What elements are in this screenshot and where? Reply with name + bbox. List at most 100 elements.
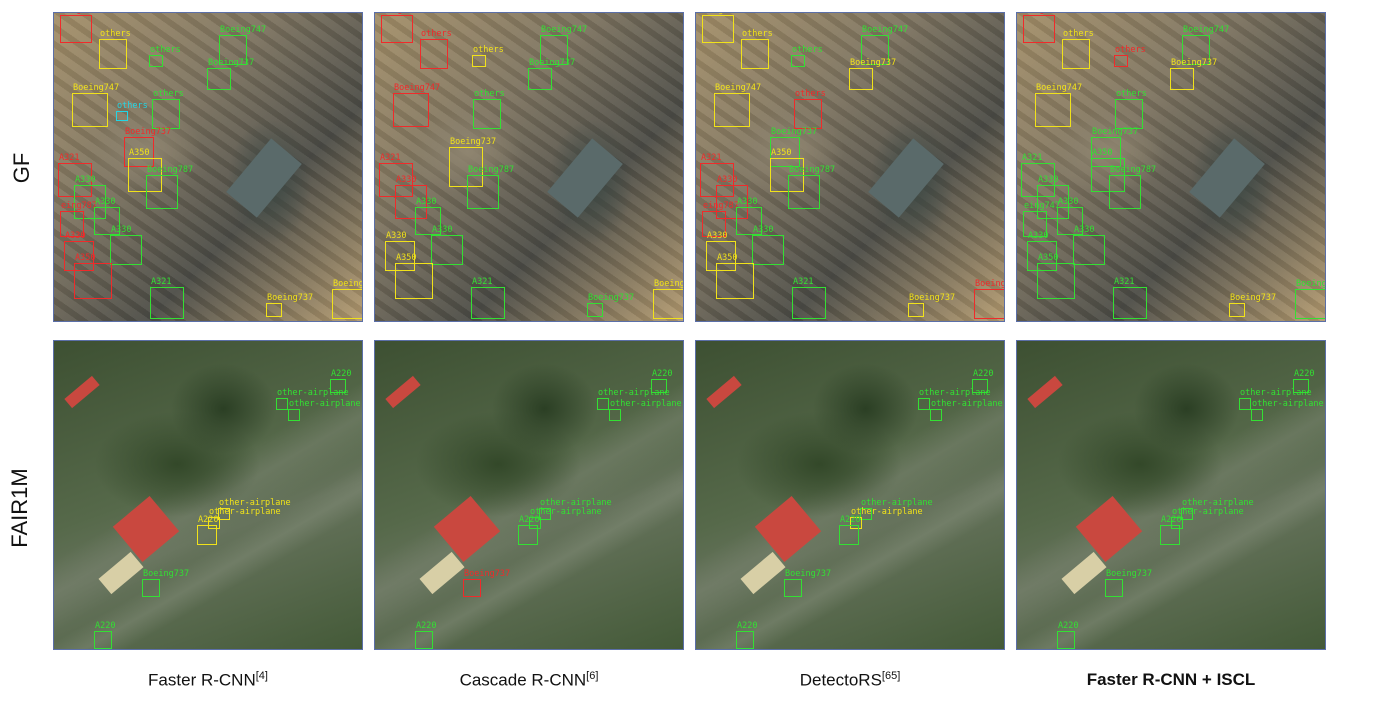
detection-box: A220 [736, 621, 757, 649]
gf-faster-rcnn-image: eing787 others others Boeing747 Boeing73… [53, 12, 363, 322]
fair1m-cascade-rcnn-image: A220 other-airplane other-airplane other… [374, 340, 684, 650]
detection-box: Boeing747 [219, 25, 266, 65]
detection-box: others [794, 89, 826, 129]
terminal-building [868, 138, 944, 218]
detection-box: Boeing737 [587, 293, 634, 317]
detection-box: eing787 [381, 13, 418, 43]
detection-box: others [152, 89, 184, 129]
detection-box: Boeing737 [124, 127, 171, 167]
detection-box: A321 [1021, 153, 1055, 197]
detection-box: A220 [518, 515, 539, 545]
detection-box: other-airplane [597, 388, 670, 410]
detection-box: A321 [792, 277, 826, 319]
detection-box: A321 [58, 153, 92, 197]
gf-iscl-image: eing787 others others Boeing747 Boeing73… [1016, 12, 1326, 322]
detection-box: Boeing737 [1105, 569, 1152, 597]
detection-box: eing787 [60, 201, 97, 237]
red-roof-building [1027, 375, 1063, 409]
detection-box: A330 [1057, 197, 1083, 235]
detection-box: other-airplane [1181, 498, 1254, 520]
detection-box: A220 [415, 621, 436, 649]
detection-box: other-airplane [539, 498, 612, 520]
fair1m-iscl-image: A220 other-airplane other-airplane other… [1016, 340, 1326, 650]
detection-box: others [1115, 89, 1147, 129]
detection-box: Boeing737 [908, 293, 955, 317]
detection-box: Boeing737 [1229, 293, 1276, 317]
row-label-fair1m: FAIR1M [7, 468, 32, 548]
detection-box: others [472, 45, 504, 67]
detection-box: A321 [150, 277, 184, 319]
detection-box: A220 [1160, 515, 1181, 545]
red-roof-building [385, 375, 421, 409]
detection-box: other-airplane [276, 388, 349, 410]
detection-box: eing787 [1023, 13, 1060, 43]
detection-box: other-airplane [609, 399, 682, 421]
detection-box: A321 [471, 277, 505, 319]
caption-faster-rcnn: Faster R-CNN[4] [148, 670, 268, 690]
hangar-roof [1075, 495, 1143, 563]
detection-box: other-airplane [850, 507, 923, 529]
detection-box: A350 [1037, 253, 1075, 299]
detection-box: A350 [395, 253, 433, 299]
detection-box: other-airplane [529, 507, 602, 529]
detection-box: Boeing747 [714, 83, 761, 127]
hangar-roof [433, 495, 501, 563]
detection-box: A321 [700, 153, 734, 197]
detection-box: A350 [74, 253, 112, 299]
fair1m-detectors-image: A220 other-airplane other-airplane other… [695, 340, 1005, 650]
detection-box: Boeing [653, 279, 683, 319]
caption-faster-rcnn-iscl: Faster R-CNN + ISCL [1086, 670, 1256, 689]
beige-building [98, 551, 144, 595]
detection-box: Boeing737 [463, 569, 510, 597]
detection-box: Boeing737 [207, 58, 254, 90]
fair1m-faster-rcnn-image: A220 other-airplane other-airplane other… [53, 340, 363, 650]
detection-box: Boeing [332, 279, 362, 319]
detection-box: others [116, 101, 148, 121]
detection-box: A330 [385, 231, 415, 271]
detection-box: A330 [1073, 225, 1105, 265]
caption-detectors: DetectoRS[65] [799, 670, 901, 690]
detection-box: A330 [716, 175, 748, 219]
gf-detectors-image: eing787 others others Boeing747 Boeing73… [695, 12, 1005, 322]
detection-box: A330 [736, 197, 762, 235]
detection-box: Boeing787 [467, 165, 514, 209]
detection-box: Boeing737 [1170, 58, 1217, 90]
detection-box: eing787 [60, 13, 97, 43]
detection-box: Boeing [1295, 279, 1325, 319]
detection-box: A220 [330, 369, 351, 393]
detection-box: eing787 [702, 201, 739, 237]
terminal-building [226, 138, 302, 218]
detection-box: Boeing737 [142, 569, 189, 597]
detection-box: A220 [972, 369, 993, 393]
hangar-roof [754, 495, 822, 563]
detection-box: other-airplane [208, 507, 281, 529]
detection-box: other-airplane [918, 388, 991, 410]
detection-box: A330 [706, 231, 736, 271]
detection-box: others [1062, 29, 1094, 69]
detection-box: A330 [395, 175, 427, 219]
detection-box: A220 [94, 621, 115, 649]
detection-box: others [420, 29, 452, 69]
detection-box: other-airplane [860, 498, 933, 520]
detection-box: others [473, 89, 505, 129]
detection-box: A330 [94, 197, 120, 235]
detection-box: Boeing747 [1182, 25, 1229, 65]
detection-box: other-airplane [218, 498, 291, 520]
detection-box: Boeing737 [1091, 127, 1138, 167]
red-roof-building [706, 375, 742, 409]
detection-box: others [99, 29, 131, 69]
detection-box: A330 [64, 231, 94, 271]
caption-cascade-rcnn: Cascade R-CNN[6] [459, 670, 599, 690]
detection-box: A330 [74, 175, 106, 219]
detection-box: Boeing737 [449, 137, 496, 187]
detection-box: A350 [716, 253, 754, 299]
detection-box: Boeing747 [861, 25, 908, 65]
detection-box: eing747 [1023, 201, 1060, 237]
detection-box: others [791, 45, 823, 67]
detection-box: Boeing787 [1109, 165, 1156, 209]
detection-box: A330 [1027, 231, 1057, 271]
detection-box: Boeing747 [72, 83, 119, 127]
detection-box: A330 [110, 225, 142, 265]
detection-box: Boeing787 [788, 165, 835, 209]
detection-box: A321 [1113, 277, 1147, 319]
